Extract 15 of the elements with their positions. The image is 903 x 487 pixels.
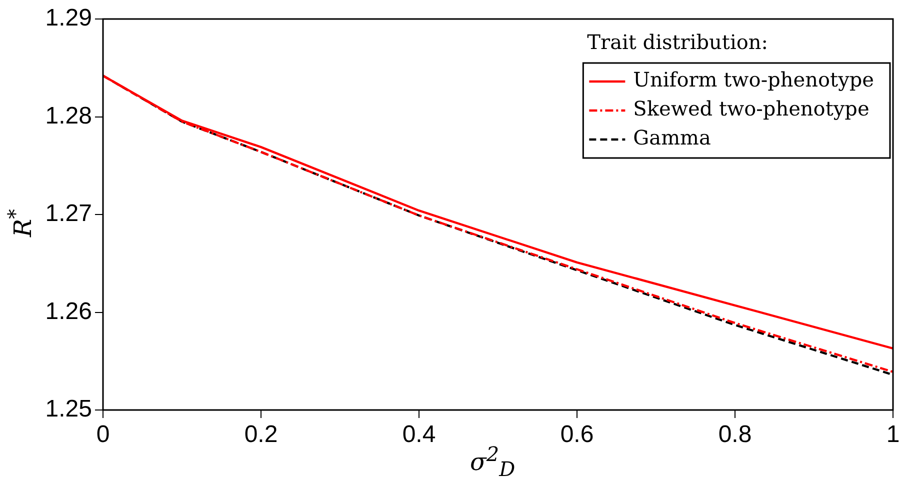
x-tick-label: 0 (96, 421, 110, 448)
y-tick-label: 1.28 (45, 102, 92, 130)
y-tick-label: 1.26 (45, 298, 92, 325)
legend-title: Trait distribution: (587, 30, 768, 54)
legend-label: Skewed two-phenotype (633, 96, 870, 121)
legend-label: Uniform two-phenotype (633, 68, 874, 92)
y-tick-label: 1.25 (45, 396, 92, 423)
x-tick-label: 0.2 (244, 421, 278, 448)
x-tick-label: 0.6 (560, 421, 594, 448)
legend-label: Gamma (633, 126, 711, 150)
x-tick-label: 0.4 (402, 421, 436, 448)
x-tick-label: 1 (886, 421, 900, 448)
y-tick-label: 1.29 (45, 4, 92, 32)
y-tick-label: 1.27 (45, 200, 92, 228)
x-tick-label: 0.8 (718, 421, 752, 448)
